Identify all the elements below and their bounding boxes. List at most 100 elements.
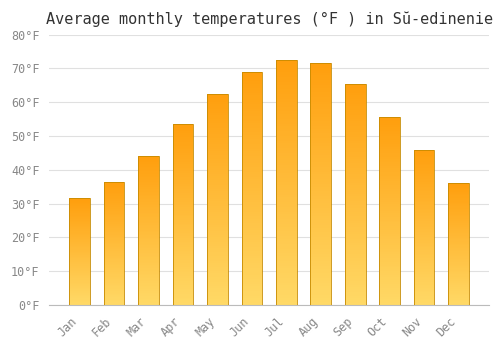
Bar — [310, 150, 331, 153]
Bar — [345, 274, 366, 276]
Bar — [448, 292, 469, 293]
Bar — [310, 90, 331, 92]
Bar — [172, 146, 194, 148]
Bar — [380, 196, 400, 198]
Bar — [345, 228, 366, 230]
Bar — [380, 189, 400, 190]
Bar — [414, 232, 434, 233]
Bar — [138, 248, 159, 250]
Bar — [414, 233, 434, 235]
Bar — [448, 184, 469, 186]
Bar — [138, 229, 159, 231]
Bar — [310, 138, 331, 141]
Bar — [448, 267, 469, 268]
Bar — [207, 132, 228, 134]
Bar — [345, 126, 366, 128]
Bar — [207, 275, 228, 278]
Bar — [414, 240, 434, 241]
Bar — [380, 170, 400, 172]
Bar — [138, 282, 159, 284]
Bar — [172, 292, 194, 294]
Bar — [380, 243, 400, 245]
Bar — [345, 285, 366, 287]
Bar — [345, 283, 366, 285]
Bar — [276, 143, 296, 146]
Bar — [207, 296, 228, 299]
Bar — [242, 151, 262, 153]
Bar — [104, 275, 124, 276]
Bar — [414, 297, 434, 299]
Bar — [172, 261, 194, 263]
Bar — [448, 239, 469, 240]
Bar — [70, 248, 90, 250]
Bar — [448, 210, 469, 211]
Bar — [276, 150, 296, 153]
Bar — [414, 191, 434, 193]
Bar — [172, 233, 194, 234]
Bar — [138, 245, 159, 247]
Bar — [104, 246, 124, 247]
Bar — [70, 284, 90, 285]
Bar — [414, 268, 434, 269]
Bar — [104, 206, 124, 208]
Bar — [70, 203, 90, 204]
Bar — [310, 83, 331, 85]
Bar — [414, 167, 434, 168]
Bar — [448, 202, 469, 203]
Bar — [448, 256, 469, 258]
Bar — [448, 236, 469, 237]
Bar — [138, 180, 159, 182]
Bar — [70, 291, 90, 292]
Bar — [345, 234, 366, 236]
Bar — [138, 198, 159, 199]
Bar — [104, 185, 124, 187]
Bar — [448, 259, 469, 260]
Bar — [345, 88, 366, 90]
Bar — [70, 303, 90, 304]
Bar — [380, 303, 400, 305]
Bar — [310, 266, 331, 269]
Bar — [310, 223, 331, 225]
Bar — [172, 211, 194, 213]
Bar — [207, 220, 228, 223]
Bar — [448, 250, 469, 251]
Bar — [242, 251, 262, 254]
Bar — [276, 85, 296, 87]
Bar — [414, 244, 434, 246]
Bar — [242, 125, 262, 128]
Bar — [448, 227, 469, 228]
Bar — [207, 151, 228, 153]
Bar — [207, 229, 228, 231]
Bar — [207, 246, 228, 248]
Bar — [70, 221, 90, 222]
Bar — [276, 212, 296, 214]
Bar — [242, 100, 262, 102]
Bar — [207, 197, 228, 199]
Bar — [276, 160, 296, 163]
Bar — [172, 254, 194, 256]
Bar — [448, 193, 469, 194]
Bar — [448, 189, 469, 191]
Bar — [414, 221, 434, 223]
Bar — [310, 143, 331, 146]
Bar — [414, 303, 434, 305]
Bar — [70, 295, 90, 296]
Bar — [276, 68, 296, 70]
Bar — [414, 272, 434, 274]
Bar — [448, 301, 469, 302]
Bar — [138, 173, 159, 174]
Bar — [380, 183, 400, 185]
Bar — [242, 298, 262, 300]
Bar — [138, 278, 159, 280]
Bar — [414, 168, 434, 170]
Bar — [104, 193, 124, 194]
Bar — [104, 209, 124, 210]
Bar — [414, 207, 434, 209]
Bar — [70, 299, 90, 300]
Bar — [380, 219, 400, 220]
Bar — [380, 237, 400, 239]
Bar — [345, 97, 366, 99]
Bar — [70, 207, 90, 208]
Bar — [104, 195, 124, 196]
Bar — [448, 293, 469, 294]
